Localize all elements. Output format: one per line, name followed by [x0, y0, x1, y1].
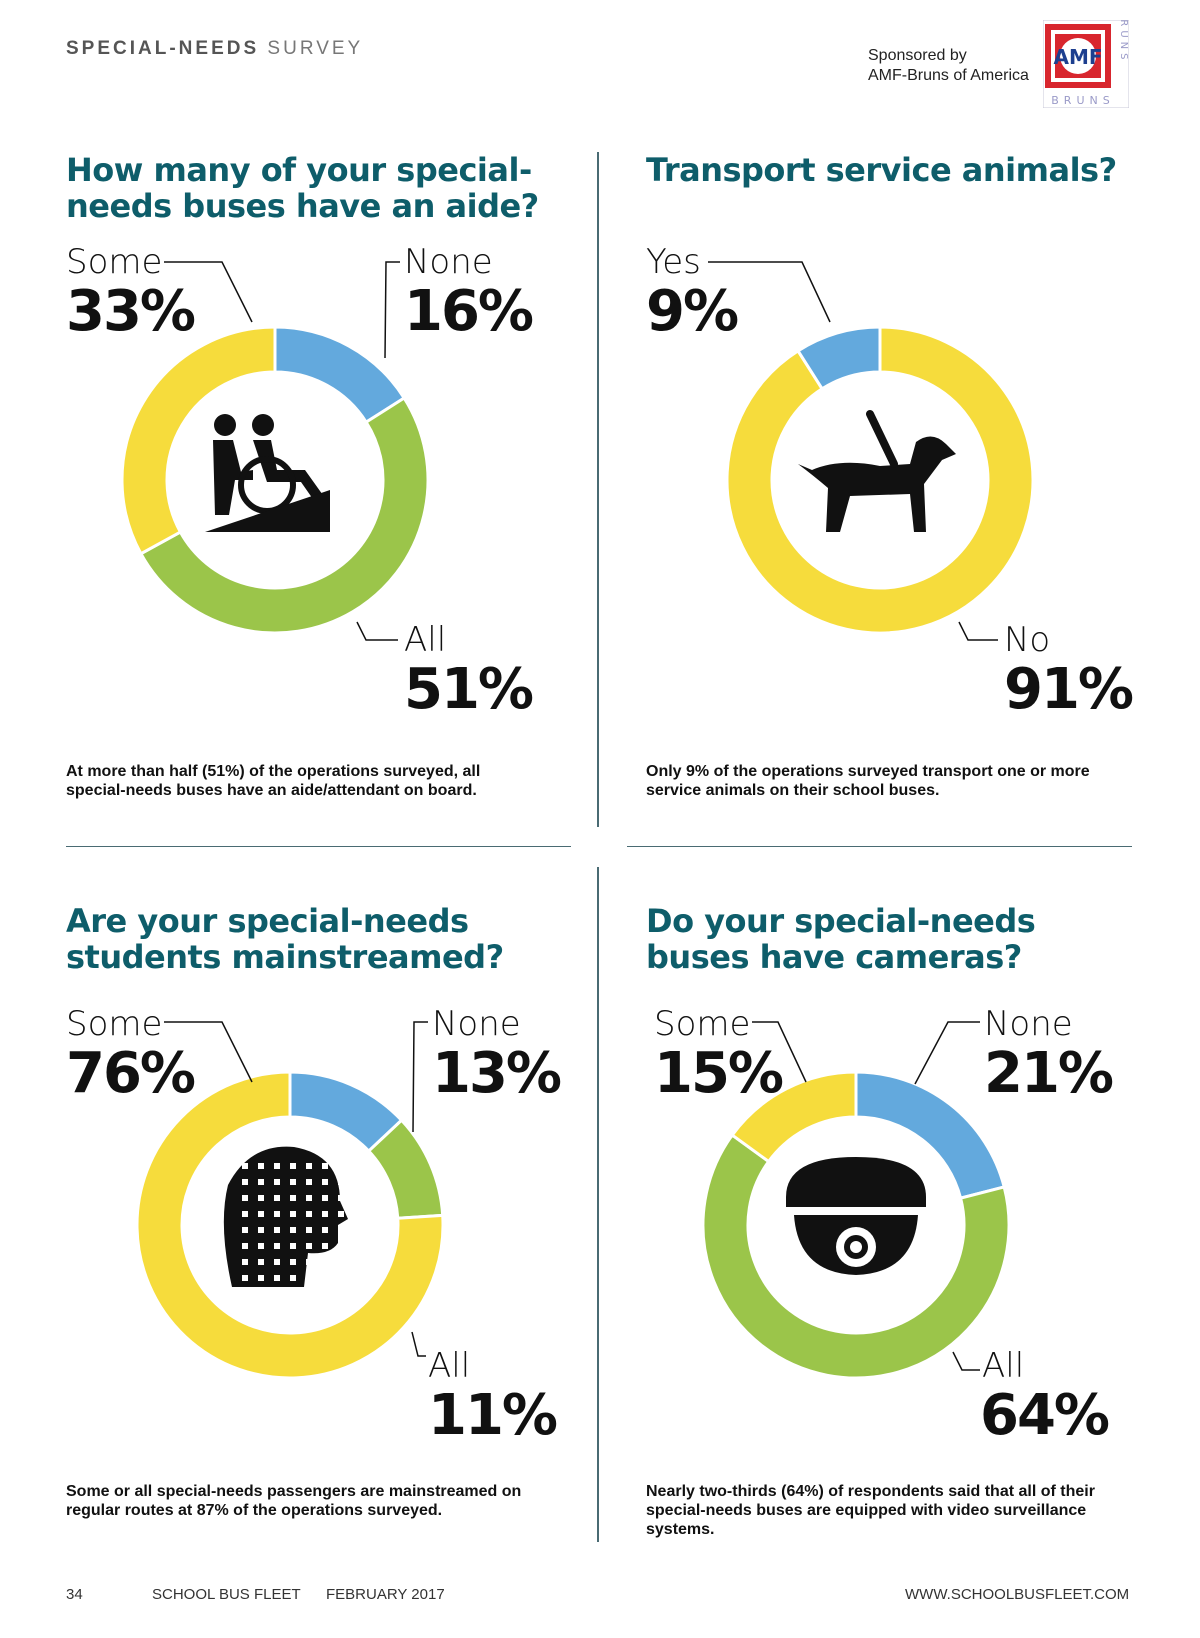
- cameras-none-value: 21%: [984, 1041, 1114, 1106]
- aide-donut-chart: [120, 261, 430, 641]
- amf-bruns-logo: AMF BRUNS BRUNS: [1043, 20, 1129, 108]
- section-title-bold: SPECIAL-NEEDS: [66, 38, 260, 59]
- cameras-some-label: Some: [654, 1004, 751, 1044]
- mainstreamed-some-label: Some: [66, 1004, 163, 1044]
- mainstreamed-donut-chart: [135, 1021, 445, 1380]
- issue-date: FEBRUARY 2017: [326, 1586, 445, 1603]
- cameras-all-label: All: [982, 1346, 1025, 1386]
- section-title-light: SURVEY: [267, 38, 364, 59]
- wheelchair-aide-icon: [205, 414, 330, 532]
- slice-all: [138, 395, 430, 635]
- slice-all: [701, 1132, 1011, 1380]
- leader-line: [411, 1331, 426, 1357]
- vertical-divider-top: [597, 152, 599, 827]
- animals-donut-chart: [708, 261, 1035, 641]
- animals-no-label: No: [1004, 620, 1051, 660]
- mainstreamed-all-value: 11%: [428, 1383, 558, 1448]
- leader-line: [384, 261, 400, 359]
- aide-some-label: Some: [66, 242, 163, 282]
- leader-line: [752, 1021, 807, 1083]
- sponsor-line-1: Sponsored by: [868, 47, 967, 64]
- leader-line: [914, 1021, 980, 1085]
- security-camera-icon: [786, 1157, 926, 1275]
- page-section-title: SPECIAL-NEEDS SURVEY: [66, 38, 363, 60]
- slice-some: [120, 325, 277, 556]
- horizontal-divider-right: [627, 846, 1132, 847]
- leader-line: [164, 261, 253, 323]
- animals-no-value: 91%: [1004, 657, 1134, 722]
- page-number: 34: [66, 1586, 83, 1603]
- slice-some: [730, 1070, 858, 1164]
- svg-text:BRUNS: BRUNS: [1118, 20, 1129, 63]
- leader-line: [164, 1021, 253, 1083]
- website-url: WWW.SCHOOLBUSFLEET.COM: [905, 1586, 1130, 1603]
- sponsor-text: Sponsored by AMF-Bruns of America: [868, 46, 1029, 86]
- mainstreamed-none-label: None: [432, 1004, 521, 1044]
- cameras-some-value: 15%: [654, 1041, 784, 1106]
- leader-line: [958, 621, 998, 641]
- question-title-cameras: Do your special-needs buses have cameras…: [646, 902, 1036, 976]
- question-title-mainstreamed: Are your special-needs students mainstre…: [66, 902, 504, 976]
- cameras-all-value: 64%: [980, 1383, 1110, 1448]
- aide-caption: At more than half (51%) of the operation…: [66, 763, 481, 799]
- aide-all-value: 51%: [404, 657, 534, 722]
- logo-text: AMF: [1053, 45, 1102, 69]
- magazine-name: SCHOOL BUS FLEET: [152, 1586, 301, 1603]
- sponsor-line-2: AMF-Bruns of America: [868, 67, 1029, 84]
- animals-caption: Only 9% of the operations surveyed trans…: [646, 763, 1090, 799]
- mainstreamed-none-value: 13%: [432, 1041, 562, 1106]
- slice-no: [725, 325, 1035, 635]
- mainstreamed-some-value: 76%: [66, 1041, 196, 1106]
- mainstreamed-caption: Some or all special-needs passengers are…: [66, 1483, 522, 1519]
- animals-yes-value: 9%: [646, 279, 739, 344]
- animals-yes-label: Yes: [646, 242, 701, 282]
- vertical-divider-bottom: [597, 867, 599, 1542]
- aide-none-label: None: [404, 242, 493, 282]
- slice-some: [135, 1070, 445, 1380]
- cameras-caption: Nearly two-thirds (64%) of respondents s…: [646, 1483, 1095, 1538]
- question-title-animals: Transport service animals?: [646, 151, 1117, 189]
- leader-line: [412, 1021, 428, 1133]
- aide-some-value: 33%: [66, 279, 196, 344]
- puzzle-head-icon: [223, 1146, 348, 1287]
- aide-none-value: 16%: [404, 279, 534, 344]
- leader-line: [708, 261, 831, 323]
- horizontal-divider-left: [66, 846, 571, 847]
- cameras-donut-chart: [701, 1021, 1011, 1380]
- mainstreamed-all-label: All: [428, 1346, 471, 1386]
- service-dog-icon: [798, 410, 956, 532]
- aide-all-label: All: [404, 620, 447, 660]
- question-title-aide: How many of your special-needs buses hav…: [66, 151, 539, 225]
- leader-line: [356, 621, 398, 641]
- logo-side-text: BRUNS: [1051, 94, 1114, 107]
- cameras-none-label: None: [984, 1004, 1073, 1044]
- leader-line: [952, 1351, 980, 1371]
- slice-yes: [795, 325, 882, 391]
